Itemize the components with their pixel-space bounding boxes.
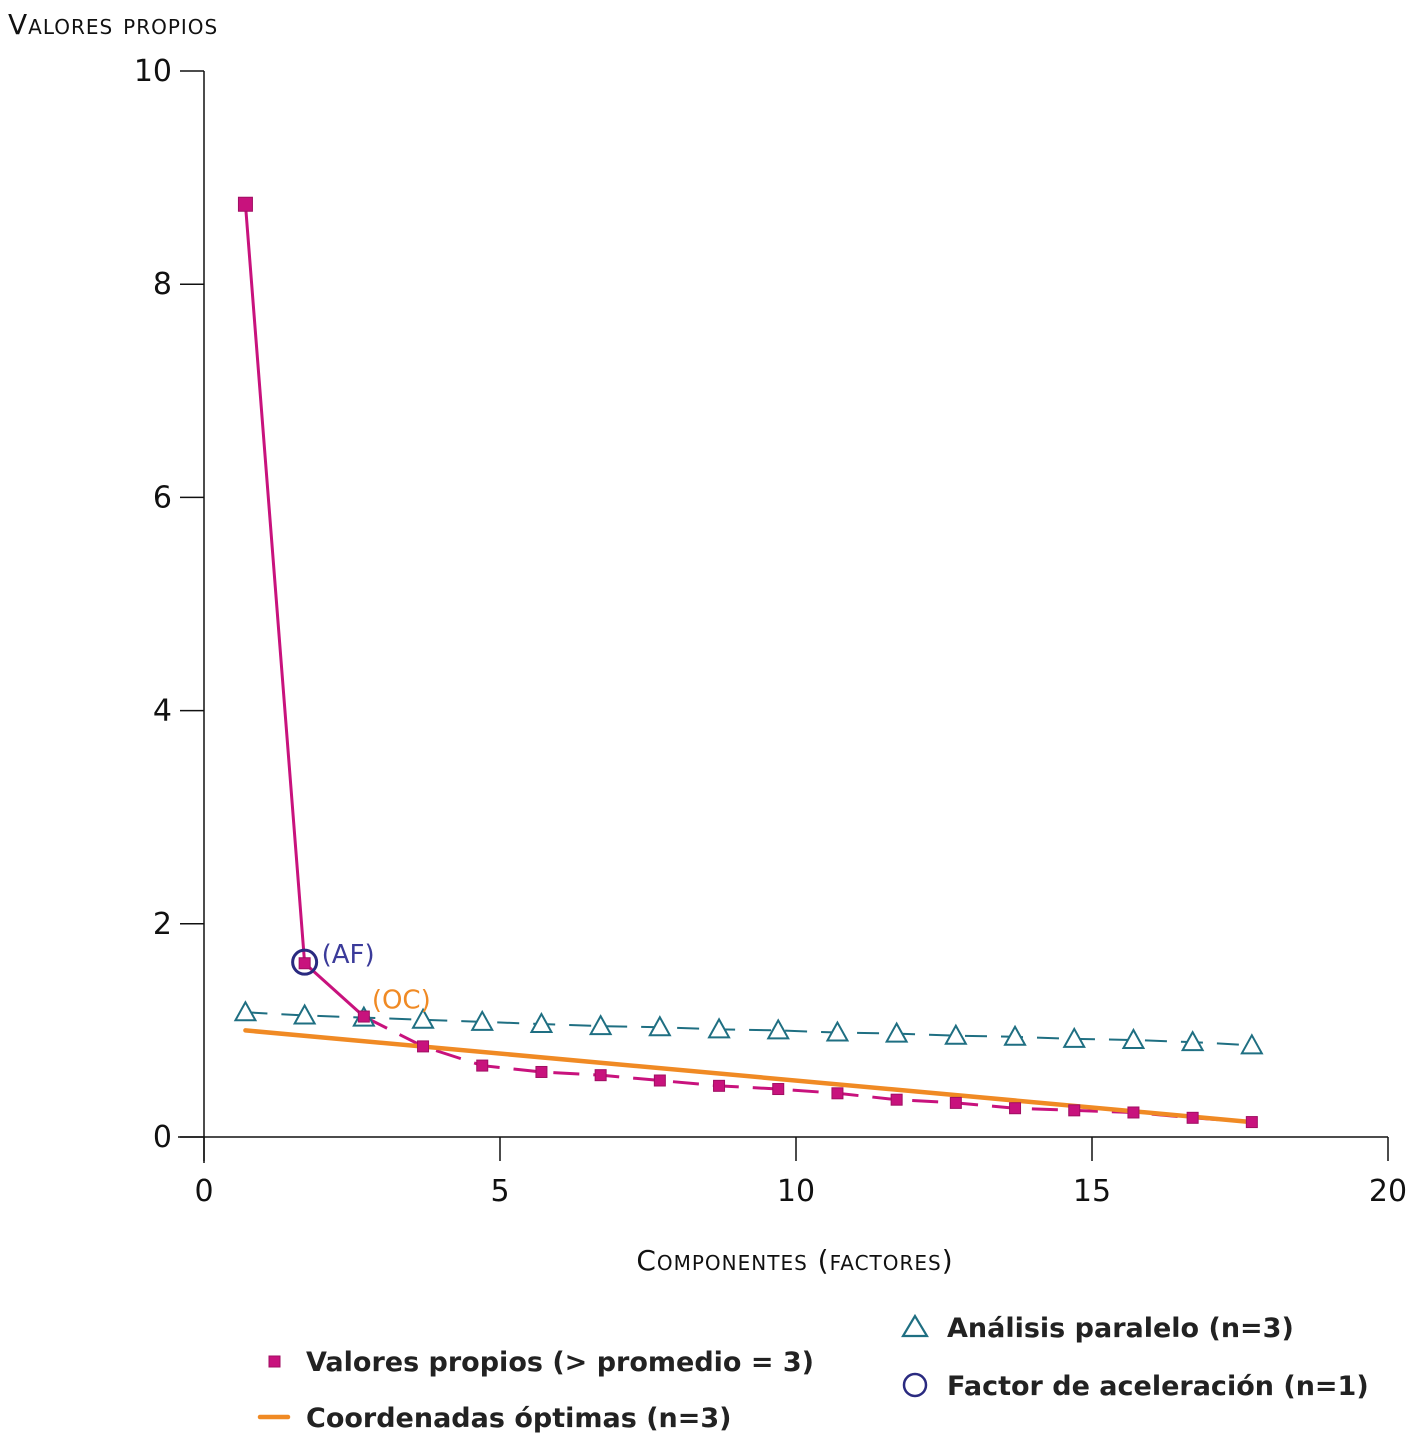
legend-label: Análisis paralelo (n=3) (947, 1313, 1294, 1344)
triangle-marker (470, 1009, 494, 1031)
legend-triangle-icon (901, 1313, 929, 1338)
x-tick-label: 5 (490, 1174, 509, 1209)
legend-label: Factor de aceleración (n=1) (947, 1371, 1369, 1402)
x-tick-label: 15 (1073, 1174, 1111, 1209)
triangle-marker (944, 1023, 968, 1045)
square-marker (357, 1010, 370, 1023)
triangle-marker (648, 1015, 672, 1037)
triangle-marker (707, 1017, 731, 1039)
y-tick-label: 8 (153, 267, 172, 302)
square-marker (1127, 1106, 1140, 1119)
triangle-marker (766, 1018, 790, 1040)
legend-label: Coordenadas óptimas (n=3) (306, 1403, 732, 1434)
square-marker (535, 1065, 548, 1078)
triangle-marker (411, 1007, 435, 1029)
y-tick-label: 10 (134, 54, 172, 89)
x-axis-title: Componentes (factores) (636, 1244, 953, 1277)
square-marker (1068, 1104, 1081, 1117)
square-marker (298, 957, 311, 970)
legend: Valores propios (> promedio = 3) Coordena… (257, 1313, 1369, 1434)
x-tick-label: 10 (777, 1174, 815, 1209)
triangle-marker (1121, 1027, 1146, 1049)
square-marker (1245, 1116, 1258, 1129)
square-marker (831, 1087, 844, 1100)
triangle-marker (1003, 1024, 1027, 1046)
legend-circle-icon (902, 1372, 928, 1398)
square-marker (1186, 1111, 1199, 1124)
x-tick-label: 20 (1369, 1174, 1407, 1209)
square-marker (417, 1040, 430, 1053)
triangle-marker (588, 1014, 613, 1036)
square-marker (237, 196, 253, 212)
acceleration-factor-marker (291, 948, 319, 976)
y-tick-label: 4 (153, 694, 172, 729)
annotation-af: (AF) (322, 940, 375, 970)
triangle-marker (884, 1021, 909, 1043)
series-line-parallel-analysis (245, 1011, 1252, 1047)
series-line-optimal-coordinates (243, 1028, 1255, 1125)
square-marker (594, 1069, 607, 1082)
plot-lines (243, 204, 1255, 1125)
legend-square-icon (268, 1355, 281, 1368)
triangle-marker (825, 1020, 850, 1042)
axes: 0 2 4 6 8 10 0 5 10 15 20 (134, 54, 1407, 1209)
series-line-eigenvalues-dashed (363, 1015, 1252, 1124)
annotation-oc: (OC) (372, 986, 431, 1016)
square-marker (949, 1096, 962, 1109)
triangle-marker (1180, 1030, 1205, 1052)
triangle-marker (529, 1011, 554, 1034)
square-marker (890, 1093, 903, 1106)
square-marker (1009, 1102, 1022, 1115)
legend-label: Valores propios (> promedio = 3) (306, 1347, 814, 1378)
y-axis-title: Valores propios (8, 8, 218, 41)
triangle-marker (1240, 1033, 1264, 1055)
square-marker (713, 1079, 726, 1092)
triangle-marker (233, 1000, 258, 1022)
triangle-marker (1062, 1026, 1086, 1048)
square-marker (772, 1083, 785, 1096)
series-line-eigenvalues-solid (243, 204, 365, 1018)
square-marker (476, 1059, 489, 1072)
triangle-marker (292, 1003, 317, 1025)
x-tick-label: 0 (194, 1174, 213, 1209)
y-tick-label: 2 (153, 907, 172, 942)
plot-markers (233, 196, 1264, 1129)
y-tick-label: 6 (153, 480, 172, 515)
annotations: (AF) (OC) (322, 940, 431, 1015)
y-tick-label: 0 (153, 1120, 172, 1155)
square-marker (653, 1074, 666, 1087)
